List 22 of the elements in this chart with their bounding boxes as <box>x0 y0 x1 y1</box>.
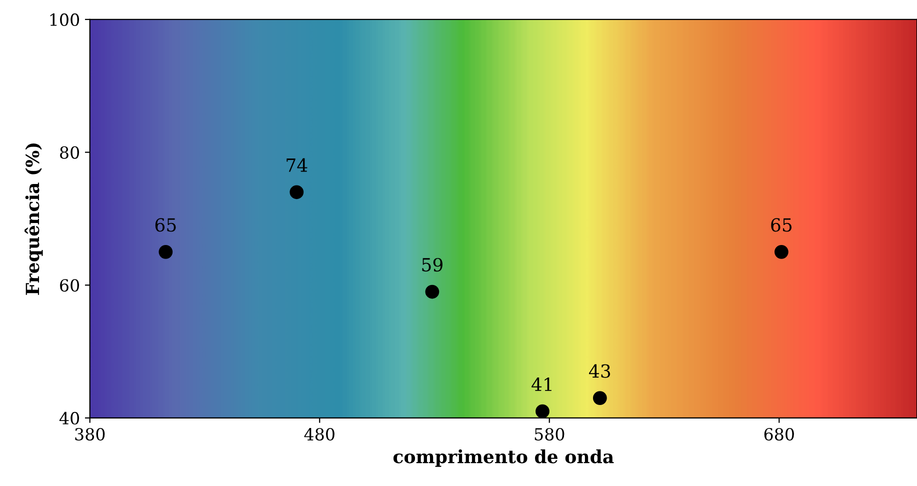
point <box>425 284 440 299</box>
y-tick-label: 60 <box>60 279 80 292</box>
point <box>592 391 607 405</box>
point <box>290 185 304 200</box>
x-tick-label: 580 <box>534 428 564 441</box>
data-label: 74 <box>286 158 308 172</box>
x-tick-label: 380 <box>75 428 105 441</box>
y-axis-title: Frequência (%) <box>24 143 43 295</box>
data-label: 65 <box>771 218 792 232</box>
point <box>774 244 788 259</box>
y-tick-label: 100 <box>50 13 80 26</box>
data-label: 65 <box>155 218 176 232</box>
y-tick-label: 40 <box>59 412 80 425</box>
data-label: 43 <box>589 364 610 378</box>
data-label: 59 <box>422 258 442 272</box>
x-tick-label: 480 <box>304 428 334 441</box>
point <box>158 244 173 259</box>
y-tick-label: 80 <box>60 146 80 159</box>
data-label: 41 <box>532 377 552 391</box>
x-axis-title: comprimento de onda <box>393 449 614 467</box>
x-tick-label: 680 <box>764 428 794 441</box>
point <box>536 404 550 418</box>
